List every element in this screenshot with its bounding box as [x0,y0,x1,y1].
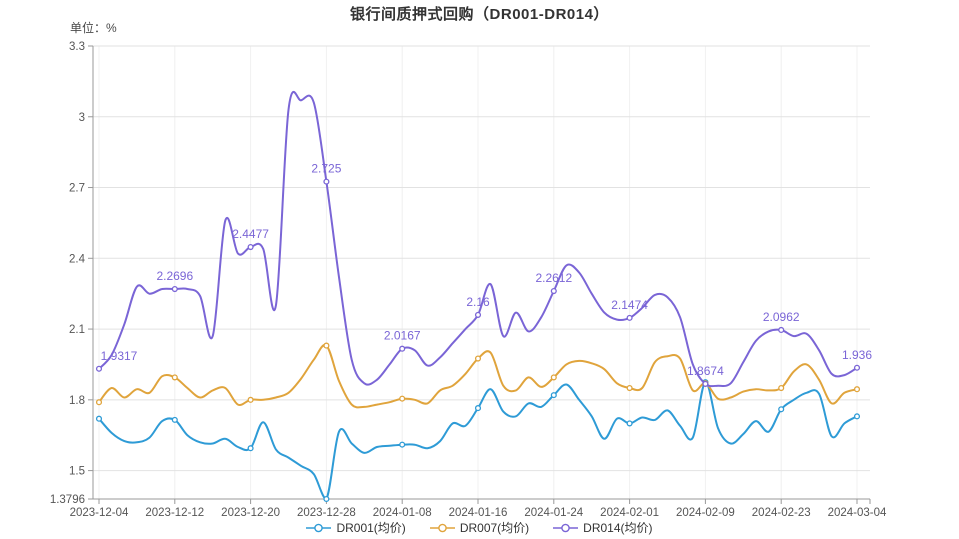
chart-legend: DR001(均价) DR007(均价) DR014(均价) [0,519,959,536]
point-value-label: 2.0167 [384,329,421,343]
data-point-marker [247,243,254,251]
data-point-marker [550,287,557,295]
data-point-marker [474,405,482,412]
data-point-marker [550,392,557,399]
data-point-marker [778,326,785,334]
data-point-marker [702,380,709,387]
data-point-marker [171,286,178,293]
data-point-marker [853,413,861,420]
y-axis-label: 2.7 [69,183,85,195]
chart-title: 银行间质押式回购（DR001-DR014） [350,6,609,23]
point-value-label: 2.725 [311,162,341,176]
x-axis-label: 2023-12-04 [70,507,129,519]
data-point-marker [853,364,861,371]
legend-label-dr001: DR001(均价) [336,521,406,535]
y-axis-label: 1.5 [69,466,85,478]
y-axis-label: 2.1 [69,324,85,336]
legend-item-dr014[interactable]: DR014(均价) [553,519,653,536]
legend-line-circle-icon [306,523,332,532]
data-point-marker [171,416,178,423]
data-point-marker [474,311,482,318]
point-value-label: 2.16 [466,295,490,309]
legend-line-circle-icon [553,523,579,532]
data-point-marker [626,384,633,392]
data-point-marker [95,415,103,422]
point-value-label: 2.2696 [156,269,193,283]
y-axis-label: 3.3 [69,41,85,53]
point-value-label: 2.0962 [763,310,800,324]
x-axis-label: 2023-12-12 [145,507,204,519]
data-point-marker [399,441,406,448]
point-value-label: 2.4477 [232,227,269,241]
x-axis-label: 2024-03-04 [828,507,887,519]
data-point-marker [474,355,482,362]
legend-line-circle-icon [429,523,455,532]
data-point-marker [323,495,330,503]
unit-label: 单位：% [70,21,117,35]
data-point-marker [778,384,785,392]
y-axis-label: 1.8 [69,395,85,407]
data-point-marker [323,342,330,349]
x-axis-label: 2023-12-20 [221,507,280,519]
x-axis-label: 2024-01-16 [449,507,508,519]
series-line-dr014 [98,91,858,388]
data-point-marker [853,386,861,393]
data-point-marker [550,374,557,381]
legend-label-dr007: DR007(均价) [459,521,530,535]
data-point-marker [171,374,178,381]
point-value-label: 2.1474 [611,298,648,312]
point-value-label: 1.9317 [101,349,138,363]
data-point-marker [95,365,103,372]
data-point-marker [247,396,254,403]
data-point-marker [399,345,406,352]
data-point-marker [626,314,633,321]
x-axis-label: 2024-02-01 [600,507,659,519]
x-axis-label: 2024-01-08 [373,507,432,519]
legend-label-dr014: DR014(均价) [583,521,653,535]
y-axis-label: 2.4 [69,253,86,265]
y-axis-min-label: 1.3796 [50,494,85,506]
data-point-marker [626,420,633,427]
data-point-marker [247,445,254,452]
x-axis-label: 2024-02-09 [676,507,735,519]
x-axis-label: 2023-12-28 [297,507,356,519]
y-axis-label: 3 [79,112,85,124]
data-point-marker [95,399,103,406]
x-axis-label: 2024-01-24 [524,507,583,519]
legend-item-dr007[interactable]: DR007(均价) [429,519,530,536]
data-point-marker [399,395,406,402]
legend-item-dr001[interactable]: DR001(均价) [306,519,406,536]
point-value-label: 1.936 [842,348,872,362]
data-point-marker [323,178,330,185]
point-value-label: 1.8674 [687,364,724,378]
point-value-label: 2.2612 [535,271,572,285]
x-axis-label: 2024-02-23 [752,507,811,519]
data-point-marker [778,406,785,413]
